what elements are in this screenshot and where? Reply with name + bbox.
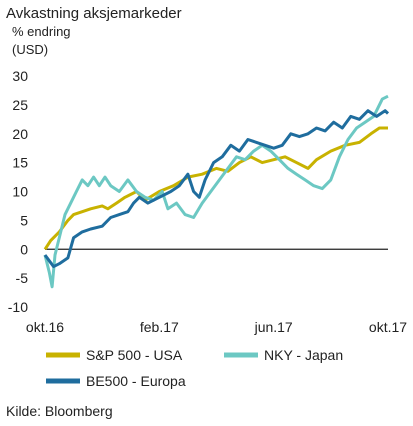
- chart-title: Avkastning aksjemarkeder: [6, 5, 182, 22]
- legend-label-be500: BE500 - Europa: [86, 373, 186, 389]
- y-axis-unit: (USD): [12, 42, 48, 57]
- y-tick-label: 5: [20, 212, 28, 228]
- series-line-sp500: [43, 126, 388, 251]
- y-tick-label: -10: [8, 299, 28, 315]
- x-tick-label: feb.17: [140, 319, 179, 335]
- x-tick-labels: okt.16 feb.17 jun.17 okt.17: [26, 319, 407, 335]
- legend-label-nky: NKY - Japan: [264, 347, 343, 363]
- source-note: Kilde: Bloomberg: [6, 403, 113, 419]
- y-tick-labels: 30 25 20 15 10 5 0 -5 -10: [8, 68, 28, 315]
- legend: S&P 500 - USA NKY - Japan BE500 - Europa: [46, 347, 343, 389]
- series-line-be500: [43, 109, 390, 269]
- y-tick-label: 30: [12, 68, 28, 84]
- y-tick-label: 20: [12, 126, 28, 142]
- series-line-nky: [43, 94, 389, 289]
- y-tick-label: 10: [12, 184, 28, 200]
- y-tick-label: 0: [20, 241, 28, 257]
- series-lines: [43, 94, 390, 289]
- legend-label-sp500: S&P 500 - USA: [86, 347, 183, 363]
- x-tick-label: okt.16: [26, 319, 64, 335]
- y-tick-label: -5: [16, 270, 29, 286]
- y-tick-label: 25: [12, 97, 28, 113]
- x-tick-label: okt.17: [369, 319, 407, 335]
- y-axis-label: % endring: [12, 24, 71, 39]
- y-tick-label: 15: [12, 155, 28, 171]
- x-tick-label: jun.17: [254, 319, 293, 335]
